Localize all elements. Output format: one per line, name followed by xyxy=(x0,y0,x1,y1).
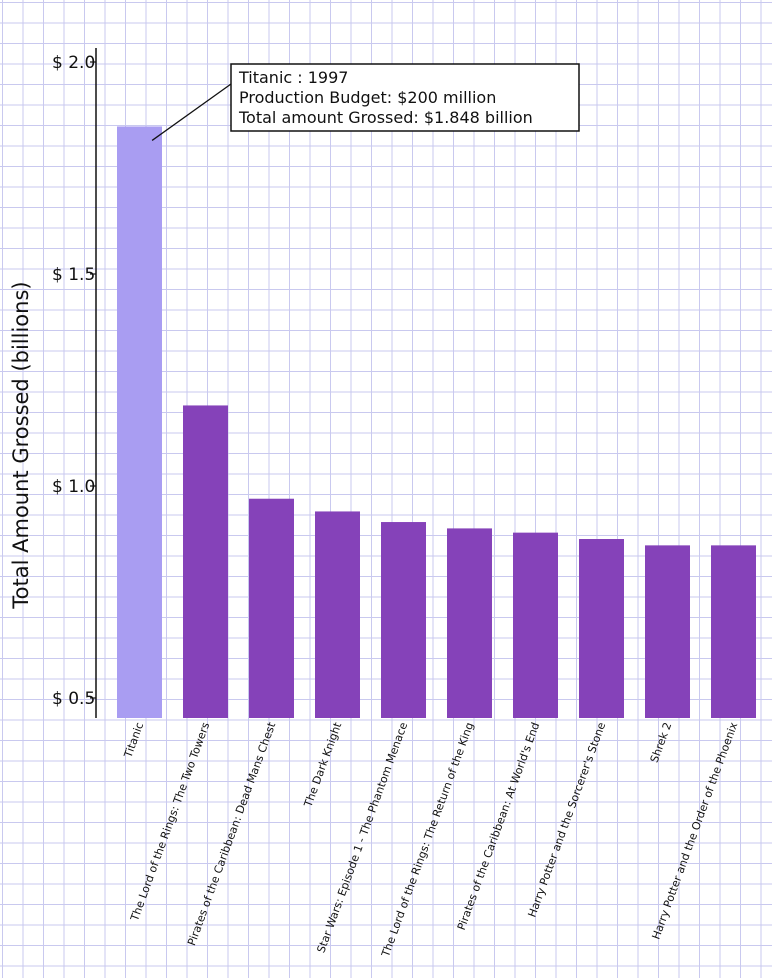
y-tick-label: $ 1.5 xyxy=(52,265,95,285)
bar xyxy=(711,545,756,718)
annotation-line: Total amount Grossed: $1.848 billion xyxy=(238,108,533,127)
y-tick-label: $ 2.0 xyxy=(52,53,95,73)
bar xyxy=(381,522,426,718)
x-category-label: Pirates of the Caribbean: At World's End xyxy=(455,721,543,932)
annotation-line: Production Budget: $200 million xyxy=(239,88,496,107)
x-category-label: Shrek 2 xyxy=(648,721,675,765)
bar xyxy=(447,528,492,718)
bar xyxy=(183,405,228,718)
annotation-leader-line xyxy=(151,83,232,141)
annotation-box xyxy=(230,63,580,132)
bar xyxy=(249,498,294,718)
x-category-label: The Dark Knight xyxy=(301,720,344,810)
x-category-label: The Lord of the Rings: The Two Towers xyxy=(128,720,213,923)
bar xyxy=(579,539,624,718)
bar xyxy=(645,545,690,718)
annotation-line: Titanic : 1997 xyxy=(238,68,348,87)
bar xyxy=(513,532,558,718)
bar xyxy=(315,511,360,718)
y-tick-label: $ 1.0 xyxy=(52,477,95,497)
x-category-label: Titanic xyxy=(121,721,146,761)
bar xyxy=(117,126,162,718)
x-category-label: Harry Potter and the Sorcerer's Stone xyxy=(526,720,609,919)
y-axis-label: Total Amount Grossed (billions) xyxy=(9,281,33,609)
y-tick-label: $ 0.5 xyxy=(52,689,95,709)
